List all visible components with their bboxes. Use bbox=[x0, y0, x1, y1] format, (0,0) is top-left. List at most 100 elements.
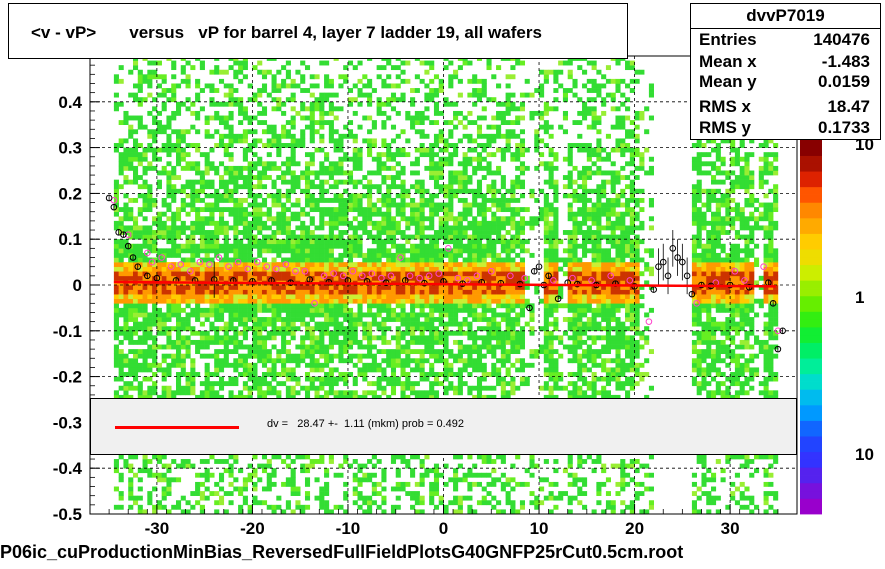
heatmap-cell bbox=[142, 252, 148, 258]
heatmap-cell bbox=[453, 239, 459, 245]
heatmap-cell bbox=[257, 275, 263, 281]
heatmap-cell bbox=[510, 188, 516, 194]
heatmap-cell bbox=[333, 376, 339, 382]
heatmap-cell bbox=[324, 353, 330, 359]
heatmap-cell bbox=[481, 147, 487, 153]
heatmap-cell bbox=[410, 161, 416, 167]
heatmap-cell bbox=[257, 179, 263, 185]
heatmap-cell bbox=[319, 106, 325, 112]
heatmap-cell bbox=[443, 312, 449, 318]
heatmap-cell bbox=[228, 165, 234, 171]
heatmap-cell bbox=[362, 271, 368, 277]
heatmap-cell bbox=[386, 97, 392, 103]
heatmap-cell bbox=[218, 495, 225, 501]
heatmap-cell bbox=[462, 234, 468, 240]
heatmap-cell bbox=[195, 486, 201, 492]
heatmap-cell bbox=[228, 463, 234, 469]
heatmap-cell bbox=[199, 239, 205, 245]
heatmap-cell bbox=[438, 110, 444, 116]
heatmap-cell bbox=[242, 243, 248, 249]
heatmap-cell bbox=[505, 188, 511, 194]
heatmap-cell bbox=[405, 78, 411, 84]
heatmap-cell bbox=[357, 353, 363, 359]
heatmap-cell bbox=[376, 110, 382, 116]
heatmap-cell bbox=[438, 216, 444, 222]
heatmap-cell bbox=[343, 262, 349, 267]
heatmap-cell bbox=[276, 252, 282, 258]
heatmap-cell bbox=[429, 486, 435, 492]
heatmap-cell bbox=[395, 243, 401, 249]
heatmap-cell bbox=[476, 257, 483, 263]
heatmap-cell bbox=[295, 285, 301, 290]
heatmap-cell bbox=[505, 207, 511, 213]
heatmap-cell bbox=[443, 138, 449, 144]
heatmap-cell bbox=[209, 115, 215, 121]
heatmap-cell bbox=[238, 133, 244, 139]
heatmap-cell bbox=[242, 372, 248, 377]
heatmap-cell bbox=[252, 472, 258, 478]
heatmap-cell bbox=[257, 184, 263, 190]
heatmap-cell bbox=[209, 294, 215, 300]
heatmap-cell bbox=[438, 161, 444, 167]
heatmap-cell bbox=[467, 262, 473, 267]
heatmap-cell bbox=[410, 220, 416, 226]
heatmap-cell bbox=[381, 120, 387, 125]
heatmap-cell bbox=[328, 211, 334, 217]
heatmap-cell bbox=[218, 358, 225, 364]
heatmap-cell bbox=[204, 335, 210, 341]
heatmap-cell bbox=[156, 312, 162, 318]
heatmap-cell bbox=[261, 83, 268, 89]
heatmap-cell bbox=[238, 362, 244, 368]
heatmap-cell bbox=[128, 349, 134, 354]
heatmap-cell bbox=[281, 326, 287, 332]
heatmap-cell bbox=[137, 275, 143, 281]
heatmap-cell bbox=[505, 280, 511, 286]
heatmap-cell bbox=[362, 330, 368, 336]
heatmap-cell bbox=[257, 385, 263, 391]
heatmap-cell bbox=[113, 262, 119, 267]
heatmap-cell bbox=[271, 179, 277, 185]
heatmap-cell bbox=[381, 266, 387, 272]
heatmap-cell bbox=[137, 248, 143, 254]
heatmap-cell bbox=[161, 495, 167, 501]
heatmap-cell bbox=[362, 509, 368, 515]
heatmap-cell bbox=[457, 477, 463, 483]
heatmap-cell bbox=[304, 88, 311, 93]
heatmap-cell bbox=[419, 358, 425, 364]
heatmap-cell bbox=[314, 83, 320, 89]
heatmap-cell bbox=[314, 394, 320, 400]
heatmap-cell bbox=[314, 252, 320, 258]
heatmap-cell bbox=[204, 156, 210, 162]
heatmap-cell bbox=[113, 468, 119, 474]
heatmap-cell bbox=[142, 353, 148, 359]
heatmap-cell bbox=[510, 234, 516, 240]
heatmap-cell bbox=[295, 225, 301, 231]
heatmap-cell bbox=[491, 317, 497, 322]
heatmap-cell bbox=[214, 202, 220, 208]
heatmap-cell bbox=[357, 285, 363, 290]
heatmap-cell bbox=[376, 394, 382, 400]
heatmap-cell bbox=[261, 317, 268, 322]
heatmap-cell bbox=[367, 459, 373, 464]
heatmap-cell bbox=[304, 326, 311, 332]
heatmap-cell bbox=[414, 491, 420, 496]
heatmap-cell bbox=[400, 97, 406, 103]
heatmap-cell bbox=[324, 110, 330, 116]
heatmap-cell bbox=[438, 330, 444, 336]
heatmap-cell bbox=[156, 156, 162, 162]
heatmap-cell bbox=[467, 307, 473, 313]
heatmap-cell bbox=[338, 211, 344, 217]
heatmap-cell bbox=[238, 65, 244, 71]
heatmap-cell bbox=[257, 225, 263, 231]
heatmap-cell bbox=[328, 83, 334, 89]
heatmap-cell bbox=[281, 321, 287, 327]
heatmap-cell bbox=[400, 367, 406, 373]
heatmap-cell bbox=[128, 197, 134, 203]
heatmap-cell bbox=[462, 271, 468, 277]
heatmap-cell bbox=[476, 156, 483, 162]
heatmap-cell bbox=[386, 381, 392, 387]
heatmap-cell bbox=[376, 335, 382, 341]
heatmap-cell bbox=[386, 234, 392, 240]
heatmap-cell bbox=[266, 165, 272, 171]
heatmap-cell bbox=[261, 271, 268, 277]
